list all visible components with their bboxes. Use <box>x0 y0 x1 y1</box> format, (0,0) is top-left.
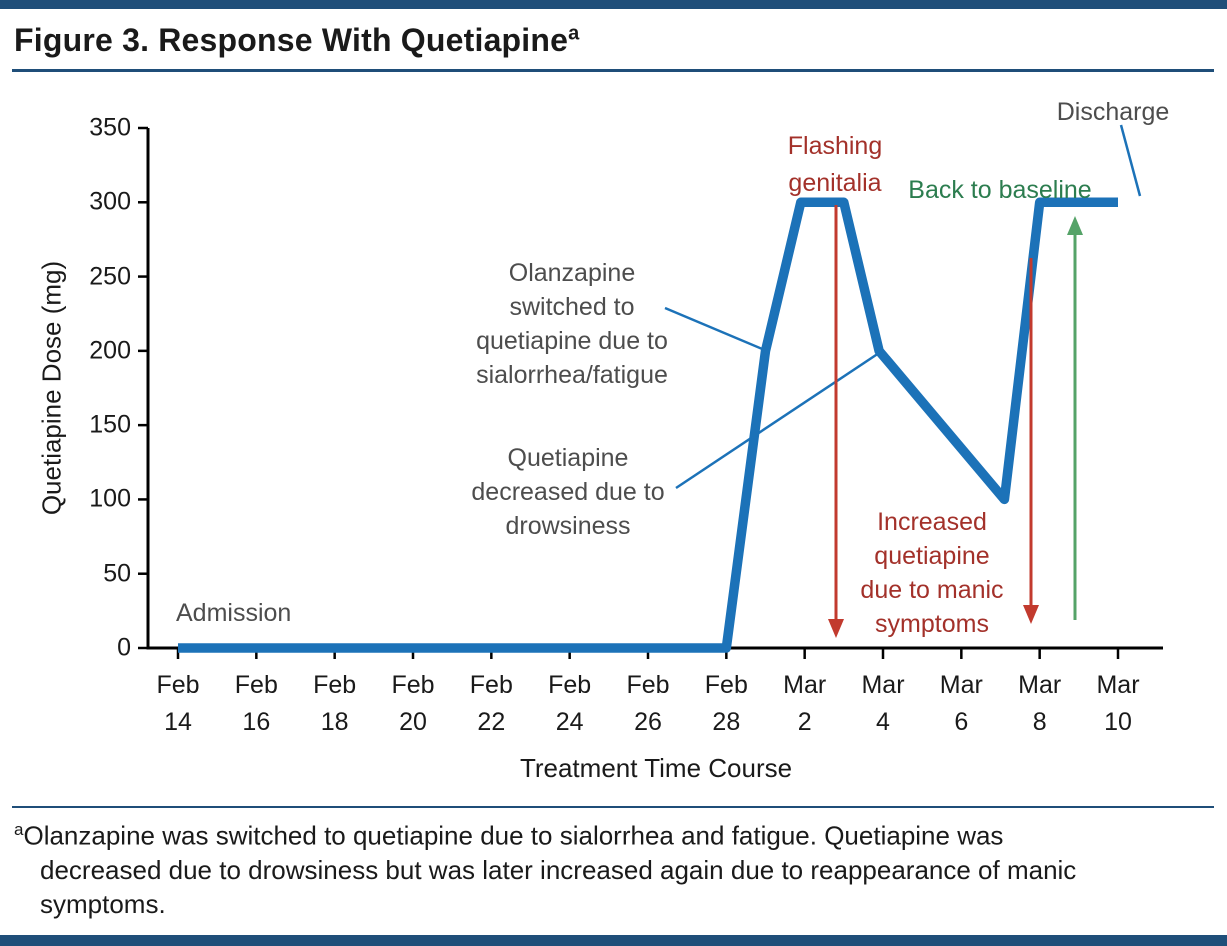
x-tick-label: Mar 8 <box>1018 671 1062 736</box>
leader-lines <box>664 124 1142 490</box>
chart-area: Quetiapine Dose (mg) Treatment Time Cour… <box>0 85 1227 800</box>
flashing-genitalia-arrow <box>828 205 844 638</box>
olanzapine-switch-note: Olanzapine switched to quetiapine due to… <box>476 259 668 389</box>
x-tick-label: Feb 26 <box>626 671 670 736</box>
x-tick-label: Feb 24 <box>548 671 592 736</box>
x-tick-label: Feb 22 <box>469 671 513 736</box>
bottom-border-bar <box>0 935 1227 946</box>
x-axis-title: Treatment Time Course <box>519 753 793 783</box>
discharge-label: Discharge <box>1056 98 1170 126</box>
discharge-leader-line <box>1119 124 1142 197</box>
footnote-superscript: a <box>14 820 24 839</box>
y-tick-label: 350 <box>89 113 131 142</box>
flashing-genitalia-note: Flashing genitalia <box>787 132 883 197</box>
figure-title-superscript: a <box>568 22 580 45</box>
x-tick-label: Mar 6 <box>939 671 983 736</box>
x-tick-label: Mar 4 <box>861 671 905 736</box>
olanzapine-switch-leader-line <box>664 306 768 353</box>
back-to-baseline-note: Back to baseline <box>908 176 1092 204</box>
y-tick-label: 100 <box>89 484 131 513</box>
footnote: aOlanzapine was switched to quetiapine d… <box>14 813 1174 921</box>
y-tick-label: 0 <box>117 633 131 662</box>
footnote-divider <box>12 806 1214 808</box>
y-axis-tick-labels: 0 50 100 150 200 250 300 350 <box>79 85 131 800</box>
x-tick-label: Feb 16 <box>234 671 278 736</box>
y-tick-label: 50 <box>103 559 131 588</box>
x-tick-label: Mar 2 <box>783 671 827 736</box>
y-tick-label: 300 <box>89 187 131 216</box>
x-axis-tick-labels: Feb 14 Feb 16 Feb 18 Feb 20 Feb 22 Feb 24 Feb … <box>0 667 1227 757</box>
dose-line <box>178 197 1118 653</box>
x-tick-label: Feb 14 <box>156 671 200 736</box>
title-divider <box>12 69 1214 72</box>
top-border-bar <box>0 0 1227 9</box>
increased-quetiapine-note: Increased quetiapine due to manic sympto… <box>860 508 1004 638</box>
figure-title: Figure 3. Response With Quetiapinea <box>14 22 579 59</box>
x-tick-label: Mar 10 <box>1096 671 1140 736</box>
quetiapine-decrease-leader-line <box>675 351 880 490</box>
y-tick-label: 250 <box>89 262 131 291</box>
y-axis-title: Quetiapine Dose (mg) <box>36 260 67 516</box>
x-tick-label: Feb 18 <box>313 671 357 736</box>
quetiapine-decrease-note: Quetiapine decreased due to drowsiness <box>471 444 665 540</box>
increased-quetiapine-arrow <box>1023 258 1039 624</box>
x-tick-label: Feb 28 <box>704 671 748 736</box>
y-tick-label: 200 <box>89 336 131 365</box>
figure-title-text: Figure 3. Response With Quetiapine <box>14 22 569 58</box>
x-tick-label: Feb 20 <box>391 671 435 736</box>
footnote-text: Olanzapine was switched to quetiapine du… <box>23 820 1077 919</box>
admission-label: Admission <box>176 599 292 627</box>
chart-canvas <box>138 124 1163 659</box>
back-to-baseline-arrow <box>1067 216 1083 620</box>
y-tick-label: 150 <box>89 410 131 439</box>
